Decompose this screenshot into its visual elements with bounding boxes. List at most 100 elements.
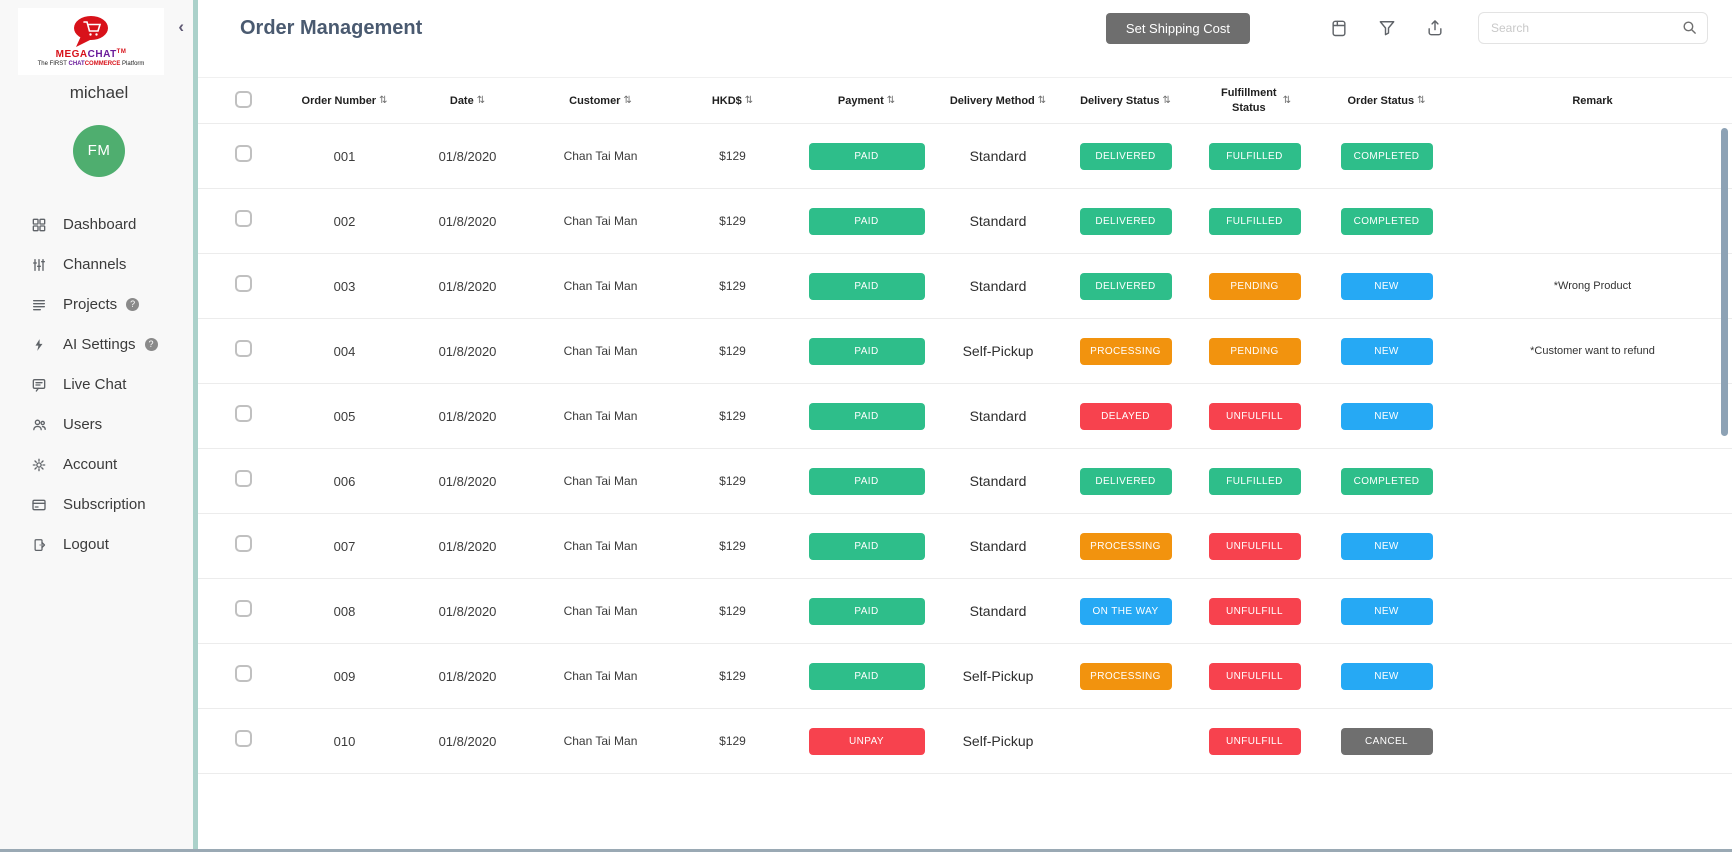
order-status-badge[interactable]: NEW [1340,402,1433,430]
sidebar-item-subscription[interactable]: Subscription [0,485,198,525]
fulfillment-status-badge[interactable]: UNFULFILL [1208,532,1301,560]
sidebar-item-account[interactable]: Account [0,445,198,485]
sort-icon[interactable]: ⇅ [1037,95,1047,106]
fulfillment-status-badge[interactable]: FULFILLED [1208,207,1301,235]
payment-status-badge[interactable]: UNPAY [808,727,925,755]
set-shipping-cost-button[interactable]: Set Shipping Cost [1105,12,1250,44]
delivery-status-badge[interactable]: PROCESSING [1079,662,1172,690]
order-status-badge[interactable]: NEW [1340,597,1433,625]
row-checkbox[interactable] [235,730,252,747]
live-chat-icon [30,376,48,394]
delivery-status-badge[interactable]: PROCESSING [1079,337,1172,365]
column-header-hkd-[interactable]: HKD$ ⇅ [666,95,799,107]
column-header-delivery-status[interactable]: Delivery Status ⇅ [1062,95,1189,107]
order-status-badge[interactable]: COMPLETED [1340,467,1433,495]
order-status-badge[interactable]: COMPLETED [1340,207,1433,235]
search-input[interactable] [1478,12,1708,44]
search-icon[interactable] [1681,19,1698,41]
sidebar-item-projects[interactable]: Projects? [0,285,198,325]
select-all-checkbox[interactable] [235,90,252,108]
payment-status-badge[interactable]: PAID [808,662,925,690]
fulfillment-status-badge[interactable]: PENDING [1208,337,1301,365]
toolbar: Order Management Set Shipping Cost [198,0,1732,56]
info-icon[interactable]: ? [126,298,140,312]
fulfillment-status-badge[interactable]: UNFULFILL [1208,662,1301,690]
archive-icon[interactable] [1328,17,1350,39]
sort-icon[interactable]: ⇅ [1282,95,1292,106]
order-number-cell: 010 [333,733,356,749]
fulfillment-status-cell: PENDING [1189,272,1320,300]
sidebar-item-ai-settings[interactable]: AI Settings? [0,325,198,365]
row-checkbox[interactable] [235,600,252,617]
sort-icon[interactable]: ⇅ [476,95,486,106]
order-status-badge[interactable]: COMPLETED [1340,142,1433,170]
fulfillment-status-badge[interactable]: FULFILLED [1208,142,1301,170]
sort-icon[interactable]: ⇅ [379,95,388,106]
sidebar-collapse-icon[interactable]: ‹ [178,17,184,36]
order-status-badge[interactable]: NEW [1340,337,1433,365]
date-cell: 01/8/2020 [438,668,497,684]
dashboard-grid-icon [30,216,48,234]
fulfillment-status-badge[interactable]: FULFILLED [1208,467,1301,495]
sort-icon[interactable]: ⇅ [1162,95,1171,106]
payment-status-cell: PAID [799,337,934,365]
row-checkbox[interactable] [235,340,252,357]
row-select-cell [198,535,289,557]
payment-status-badge[interactable]: PAID [808,597,925,625]
sidebar-scrollbar[interactable] [193,0,198,850]
delivery-status-badge[interactable]: DELIVERED [1079,467,1172,495]
sidebar-item-channels[interactable]: Channels [0,245,198,285]
sidebar-item-label: Channels [63,256,127,274]
fulfillment-status-badge[interactable]: UNFULFILL [1208,402,1301,430]
column-header-customer[interactable]: Customer ⇅ [535,95,666,107]
payment-status-badge[interactable]: PAID [808,337,925,365]
column-header-delivery-method[interactable]: Delivery Method ⇅ [934,95,1062,107]
payment-status-badge[interactable]: PAID [808,467,925,495]
payment-status-badge[interactable]: PAID [808,532,925,560]
sort-icon[interactable]: ⇅ [1417,95,1426,106]
column-header-date[interactable]: Date ⇅ [400,95,535,107]
export-upload-icon[interactable] [1424,17,1446,39]
row-checkbox[interactable] [235,405,252,422]
delivery-status-badge[interactable]: DELAYED [1079,402,1172,430]
fulfillment-status-badge[interactable]: UNFULFILL [1208,727,1301,755]
payment-status-cell: PAID [799,467,934,495]
sidebar-item-users[interactable]: Users [0,405,198,445]
table-scrollbar-thumb[interactable] [1721,128,1728,436]
delivery-status-badge[interactable]: DELIVERED [1079,207,1172,235]
row-checkbox[interactable] [235,470,252,487]
column-header-fulfillment-status[interactable]: Fulfillment Status ⇅ [1189,86,1320,115]
info-icon[interactable]: ? [144,338,158,352]
delivery-status-badge[interactable]: PROCESSING [1079,532,1172,560]
filter-icon[interactable] [1376,17,1398,39]
delivery-status-badge[interactable]: ON THE WAY [1079,597,1172,625]
sort-icon[interactable]: ⇅ [744,95,754,106]
column-header-payment[interactable]: Payment ⇅ [799,95,934,107]
fulfillment-status-badge[interactable]: UNFULFILL [1208,597,1301,625]
column-header-order-number[interactable]: Order Number ⇅ [289,95,400,107]
sort-icon[interactable]: ⇅ [623,95,632,106]
row-checkbox[interactable] [235,535,252,552]
fulfillment-status-badge[interactable]: PENDING [1208,272,1301,300]
row-checkbox[interactable] [235,275,252,292]
payment-status-badge[interactable]: PAID [808,402,925,430]
payment-status-badge[interactable]: PAID [808,207,925,235]
payment-status-badge[interactable]: PAID [808,272,925,300]
order-status-badge[interactable]: NEW [1340,662,1433,690]
row-checkbox[interactable] [235,210,252,227]
order-status-cell: NEW [1320,597,1453,625]
order-status-badge[interactable]: CANCEL [1340,727,1433,755]
sidebar-item-dashboard[interactable]: Dashboard [0,205,198,245]
payment-status-badge[interactable]: PAID [808,142,925,170]
order-status-cell: NEW [1320,337,1453,365]
order-status-badge[interactable]: NEW [1340,532,1433,560]
delivery-status-badge[interactable]: DELIVERED [1079,272,1172,300]
row-checkbox[interactable] [235,145,252,162]
column-header-order-status[interactable]: Order Status ⇅ [1320,95,1453,107]
sidebar-item-logout[interactable]: Logout [0,525,198,565]
row-checkbox[interactable] [235,665,252,682]
order-status-badge[interactable]: NEW [1340,272,1433,300]
sort-icon[interactable]: ⇅ [886,95,896,106]
delivery-status-badge[interactable]: DELIVERED [1079,142,1172,170]
sidebar-item-live-chat[interactable]: Live Chat [0,365,198,405]
